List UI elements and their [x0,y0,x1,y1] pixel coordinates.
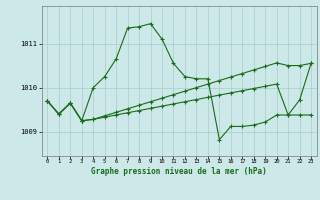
X-axis label: Graphe pression niveau de la mer (hPa): Graphe pression niveau de la mer (hPa) [91,167,267,176]
